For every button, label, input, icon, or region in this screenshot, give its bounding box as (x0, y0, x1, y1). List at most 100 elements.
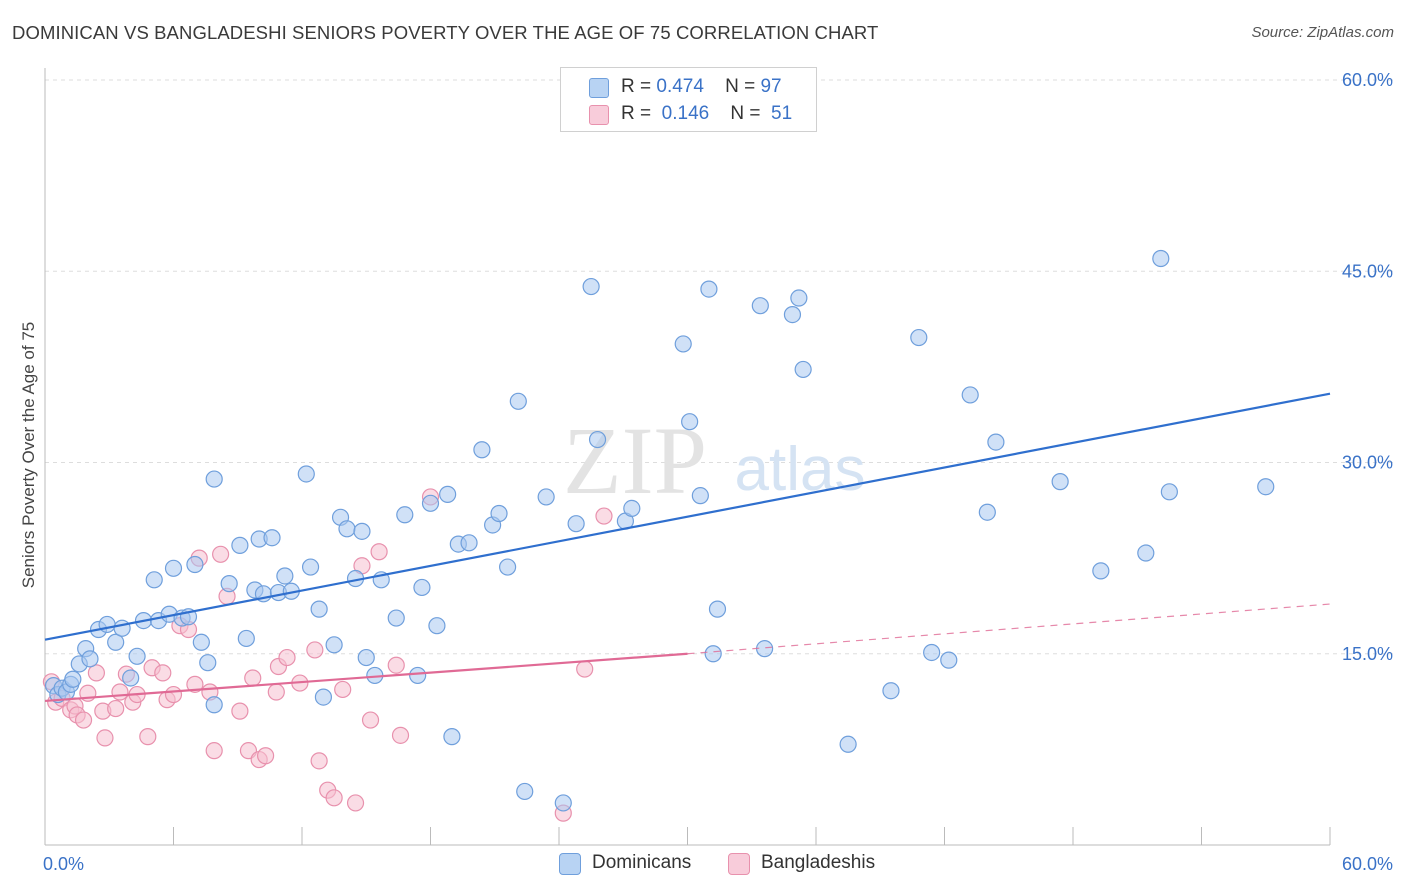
dominicans-point (310, 600, 328, 618)
dominicans-point (301, 558, 320, 576)
bangladeshis-point (306, 641, 324, 659)
dominicans-point (439, 485, 457, 503)
dominicans-point (64, 670, 82, 688)
bottom-legend-swatch-bangladeshis (728, 853, 750, 875)
dominicans-point (1257, 478, 1275, 496)
dominicans-point (790, 289, 808, 307)
watermark: ZIP atlas (563, 407, 865, 514)
chart-title: DOMINICAN VS BANGLADESHI SENIORS POVERTY… (12, 22, 879, 43)
dominicans-point (940, 651, 958, 669)
dominicans-point (113, 619, 131, 637)
dominicans-point (81, 650, 99, 668)
bangladeshis-point (325, 789, 343, 807)
bangladeshis-point (391, 726, 410, 744)
legend-swatch-dominicans (589, 78, 609, 98)
legend-r-value: 0.146 (661, 103, 710, 124)
legend-n-value: 51 (771, 103, 793, 124)
bangladeshis-point (361, 711, 380, 729)
dominicans-point (674, 335, 692, 353)
dominicans-point (516, 782, 534, 801)
dominicans-point (128, 647, 146, 665)
bangladeshis-point (334, 680, 352, 699)
dominicans-point (205, 470, 223, 488)
bangladeshis-point (595, 507, 613, 525)
dominicans-point (537, 488, 555, 506)
y-tick-label: 60.0% (1342, 70, 1393, 90)
legend-swatch-bangladeshis (589, 105, 609, 125)
dominicans-point (839, 735, 857, 753)
bangladeshis-point (164, 685, 183, 704)
bangladeshis-point (278, 648, 296, 667)
dominicans-point (107, 633, 125, 651)
y-axis-label-group: Seniors Poverty Over the Age of 75 (19, 322, 38, 588)
dominicans-point (691, 487, 709, 505)
x-tick-label: 0.0% (43, 854, 84, 874)
bottom-legend-label-bangladeshis: Bangladeshis (761, 852, 876, 873)
trend-lines (44, 392, 1331, 703)
legend-r-value: 0.474 (656, 76, 704, 97)
dominicans-point (387, 609, 405, 627)
y-tick-label: 15.0% (1342, 644, 1393, 664)
dominicans-point (681, 413, 699, 431)
dominicans-point (297, 465, 315, 483)
dominicans-point (499, 558, 517, 576)
dominicans-point (961, 386, 979, 404)
tick-labels: 15.0% 30.0% 45.0% 60.0% 0.0% 60.0% (43, 70, 1393, 874)
dominicans-point (554, 794, 572, 812)
bangladeshis-point (74, 711, 93, 729)
dominicans-trend-line (44, 392, 1331, 641)
dominicans-point (428, 617, 446, 635)
dominicans-point (978, 503, 996, 521)
dominicans-point (164, 559, 183, 577)
dominicans-point (443, 728, 461, 746)
dominicans-point (473, 441, 491, 459)
bangladeshis-point (186, 675, 204, 693)
dominicans-point (910, 328, 928, 347)
dominicans-point (794, 360, 812, 379)
y-tick-label: 30.0% (1342, 453, 1393, 473)
dominicans-point (460, 534, 478, 552)
dominicans-points (44, 96, 1275, 812)
dominicans-point (751, 297, 769, 315)
dominicans-point (490, 504, 508, 523)
dominicans-point (338, 520, 356, 538)
bangladeshis-point (205, 742, 223, 760)
dominicans-point (186, 555, 204, 574)
dominicans-point (567, 515, 585, 533)
watermark-atlas: atlas (735, 435, 866, 504)
bangladeshis-point (87, 664, 106, 682)
dominicans-point (1051, 473, 1069, 491)
bangladeshis-point (139, 728, 157, 746)
bangladeshis-point (212, 545, 230, 563)
bangladeshis-trend-extension (687, 603, 1331, 655)
dominicans-point (700, 280, 718, 298)
bangladeshis-point (370, 543, 388, 561)
bangladeshis-point (267, 683, 285, 701)
dominicans-point (882, 682, 900, 700)
dominicans-point (409, 666, 427, 685)
bottom-legend-swatch-dominicans (559, 853, 581, 875)
dominicans-point (509, 392, 527, 410)
dominicans-point (353, 522, 371, 540)
bangladeshis-point (244, 669, 262, 687)
dominicans-point (1152, 249, 1170, 268)
dominicans-point (623, 499, 641, 517)
grid-lines (45, 79, 1395, 655)
bangladeshis-point (107, 699, 125, 718)
bangladeshis-point (387, 656, 405, 674)
bangladeshis-point (576, 660, 594, 678)
legend-r-label: R = (621, 76, 652, 97)
legend-n-value: 97 (760, 76, 782, 97)
legend: R = 0.474 N = 97 R = 0.146 N = 51 (560, 67, 817, 132)
bangladeshis-point (231, 702, 249, 720)
dominicans-point (231, 536, 249, 554)
dominicans-point (205, 696, 223, 714)
dominicans-point (237, 629, 255, 648)
legend-n-label: N = (725, 76, 756, 97)
dominicans-point (704, 645, 722, 663)
dominicans-point (98, 615, 116, 634)
axes (44, 68, 1331, 846)
dominicans-point (582, 277, 600, 296)
dominicans-point (220, 575, 238, 593)
